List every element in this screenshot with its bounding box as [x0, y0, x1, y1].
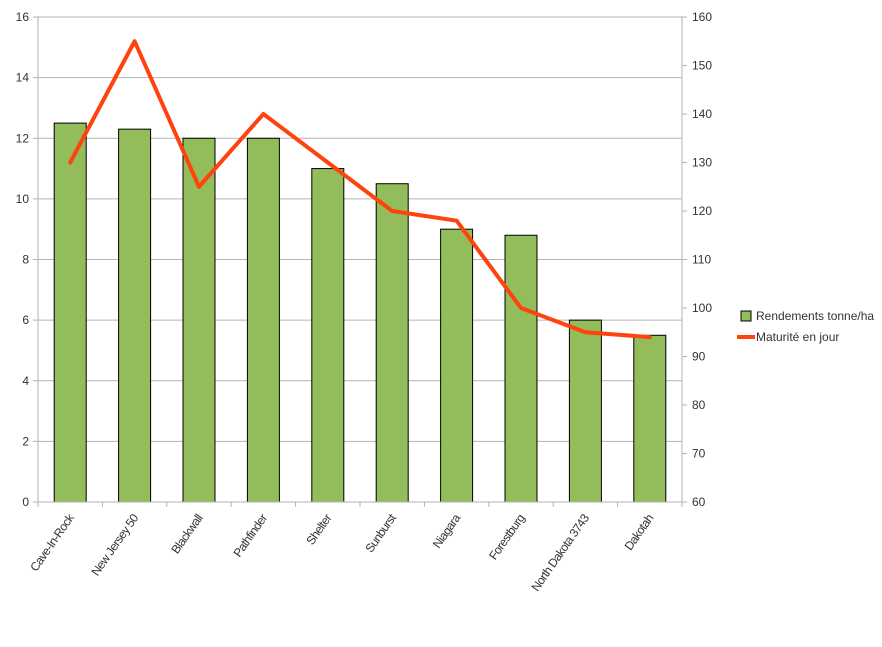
x-category-label: Shelter: [303, 511, 334, 547]
y-right-tick-label: 160: [692, 10, 712, 24]
y-right-tick-label: 130: [692, 156, 712, 170]
y-left-tick-label: 10: [16, 192, 30, 206]
bar: [182, 137, 216, 503]
line-series: [68, 39, 652, 340]
bar: [118, 128, 152, 503]
y-right-tick-label: 90: [692, 350, 706, 364]
x-category-label: Niagara: [430, 511, 464, 551]
bar: [504, 234, 538, 503]
legend-swatch-bars: [740, 310, 752, 322]
y-right-tick-label: 80: [692, 398, 706, 412]
legend-label-bars: Rendements tonne/ha: [756, 309, 874, 323]
bar: [246, 137, 280, 503]
bar: [440, 228, 474, 503]
y-left-tick-label: 16: [16, 10, 30, 24]
x-category-label: Forestburg: [486, 512, 527, 563]
bar: [311, 168, 345, 503]
y-left-tick-label: 4: [22, 374, 29, 388]
y-left-tick-label: 6: [22, 313, 29, 327]
x-category-label: Blackwall: [168, 512, 205, 557]
y-left-tick-label: 2: [22, 434, 29, 448]
x-category-label: North Dakota 3743: [528, 511, 592, 594]
bar: [633, 334, 667, 503]
y-right-tick-label: 60: [692, 495, 706, 509]
y-right-tick-label: 70: [692, 447, 706, 461]
maturity-line: [68, 39, 652, 340]
x-category-label: Dakotah: [622, 512, 657, 553]
y-left-tick-label: 14: [16, 71, 30, 85]
bar: [53, 122, 87, 503]
y-right-tick-label: 100: [692, 301, 712, 315]
y-right-tick-label: 150: [692, 59, 712, 73]
x-category-label: Cave-In-Rock: [27, 510, 77, 574]
bar-series: [53, 122, 667, 503]
y-left-tick-label: 8: [22, 253, 29, 267]
y-right-tick-label: 140: [692, 107, 712, 121]
legend-label-line: Maturité en jour: [756, 330, 839, 344]
x-category-label: Pathfinder: [230, 511, 270, 559]
x-category-label: Sunburst: [362, 511, 399, 555]
legend: Rendements tonne/ha Maturité en jour: [737, 309, 874, 344]
x-category-label: New Jersey 50: [89, 511, 142, 578]
y-right-tick-label: 110: [692, 253, 711, 267]
bar: [568, 319, 602, 503]
bar: [375, 183, 409, 503]
y-right-tick-label: 120: [692, 204, 712, 218]
y-left-tick-label: 12: [16, 131, 30, 145]
y-left-tick-label: 0: [22, 495, 29, 509]
